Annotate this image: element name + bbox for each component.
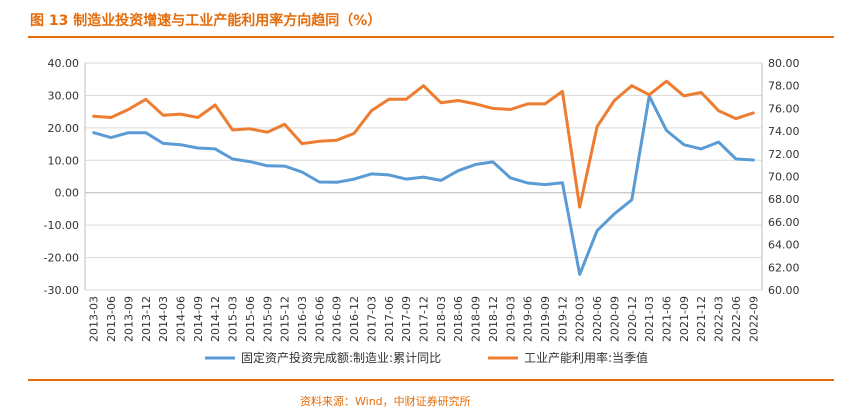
right-axis-ticks: 60.00 62.00 64.00 66.00 68.00 70.00 72.00 74.00…	[768, 57, 800, 297]
x-axis-tick-label: 2019-09	[539, 296, 552, 342]
x-axis-tick-label: 2018-03	[435, 296, 448, 342]
right-axis-tick-label: 76.00	[768, 102, 800, 115]
left-axis-tick-label: 20.00	[48, 122, 80, 135]
x-axis-tick-label: 2021-03	[643, 296, 656, 342]
left-axis-tick-label: 30.00	[48, 89, 80, 102]
left-axis-tick-label: 10.00	[48, 154, 80, 167]
x-axis-tick-label: 2021-09	[678, 296, 691, 342]
x-axis-tick-label: 2018-06	[452, 296, 465, 342]
legend: 固定资产投资完成额:制造业:累计同比 工业产能利用率:当季值	[205, 350, 648, 365]
right-axis-tick-label: 78.00	[768, 80, 800, 93]
x-axis-ticks: 2013-03 2013-06 2013-09 2013-12 2014-03 2014-…	[88, 296, 761, 342]
x-axis-tick-label: 2022-06	[730, 296, 743, 342]
x-axis-tick-label: 2017-03	[365, 296, 378, 342]
x-axis-tick-label: 2014-06	[174, 296, 187, 342]
x-axis-tick-label: 2016-06	[313, 296, 326, 342]
title-divider	[28, 36, 834, 38]
x-axis-tick-label: 2014-12	[209, 296, 222, 342]
x-axis-tick-label: 2019-12	[556, 296, 569, 342]
left-axis-tick-label: 40.00	[48, 57, 80, 70]
x-axis-tick-label: 2016-12	[348, 296, 361, 342]
x-axis-tick-label: 2021-12	[695, 296, 708, 342]
footer-divider	[28, 379, 834, 381]
left-axis-tick-label: -30.00	[44, 284, 79, 297]
chart-title: 图 13 制造业投资增速与工业产能利用率方向趋同（%）	[30, 13, 382, 29]
x-axis-tick-label: 2015-06	[244, 296, 257, 342]
x-axis-tick-label: 2014-03	[157, 296, 170, 342]
x-axis-tick-label: 2015-09	[261, 296, 274, 342]
series-line-capacity-utilization	[92, 79, 755, 209]
x-axis-tick-label: 2017-06	[383, 296, 396, 342]
x-axis-tick-label: 2020-12	[626, 296, 639, 342]
right-axis-tick-label: 80.00	[768, 57, 800, 70]
x-axis-tick-label: 2020-06	[591, 296, 604, 342]
right-axis-tick-label: 72.00	[768, 148, 800, 161]
series-line-manufacturing-investment	[92, 94, 755, 276]
legend-label: 固定资产投资完成额:制造业:累计同比	[241, 350, 441, 365]
left-axis-tick-label: -10.00	[44, 219, 79, 232]
series-lines	[92, 79, 755, 276]
x-axis-tick-label: 2016-09	[331, 296, 344, 342]
axes	[84, 63, 763, 290]
x-axis-tick-label: 2015-12	[279, 296, 292, 342]
right-axis-tick-label: 74.00	[768, 125, 800, 138]
x-axis-tick-label: 2019-03	[504, 296, 517, 342]
left-axis-tick-label: -20.00	[44, 252, 79, 265]
x-axis-tick-label: 2020-09	[608, 296, 621, 342]
x-axis-tick-label: 2017-12	[418, 296, 431, 342]
x-axis-tick-label: 2022-03	[713, 296, 726, 342]
x-axis-tick-label: 2017-09	[400, 296, 413, 342]
x-axis-tick-label: 2013-09	[122, 296, 135, 342]
x-axis-tick-label: 2013-12	[140, 296, 153, 342]
x-axis-tick-label: 2020-03	[574, 296, 587, 342]
x-axis-tick-label: 2021-06	[661, 296, 674, 342]
right-axis-tick-label: 60.00	[768, 284, 800, 297]
source-note: 资料来源：Wind，中财证券研究所	[300, 395, 471, 408]
left-axis-tick-label: 0.00	[55, 187, 80, 200]
right-axis-tick-label: 64.00	[768, 239, 800, 252]
x-axis-tick-label: 2014-09	[192, 296, 205, 342]
x-axis-tick-label: 2013-06	[105, 296, 118, 342]
left-axis-ticks: -30.00 -20.00 -10.00 0.00 10.00 20.00 30.00 40.…	[44, 57, 79, 297]
x-axis-tick-label: 2018-12	[487, 296, 500, 342]
x-axis-tick-label: 2013-03	[88, 296, 101, 342]
right-axis-tick-label: 66.00	[768, 216, 800, 229]
x-axis-tick-label: 2016-03	[296, 296, 309, 342]
right-axis-tick-label: 68.00	[768, 193, 800, 206]
x-axis-tick-label: 2018-09	[470, 296, 483, 342]
x-axis-tick-label: 2015-03	[227, 296, 240, 342]
x-axis-tick-label: 2022-09	[747, 296, 760, 342]
right-axis-tick-label: 62.00	[768, 261, 800, 274]
x-axis-tick-label: 2019-06	[522, 296, 535, 342]
right-axis-tick-label: 70.00	[768, 171, 800, 184]
legend-label: 工业产能利用率:当季值	[524, 350, 648, 365]
